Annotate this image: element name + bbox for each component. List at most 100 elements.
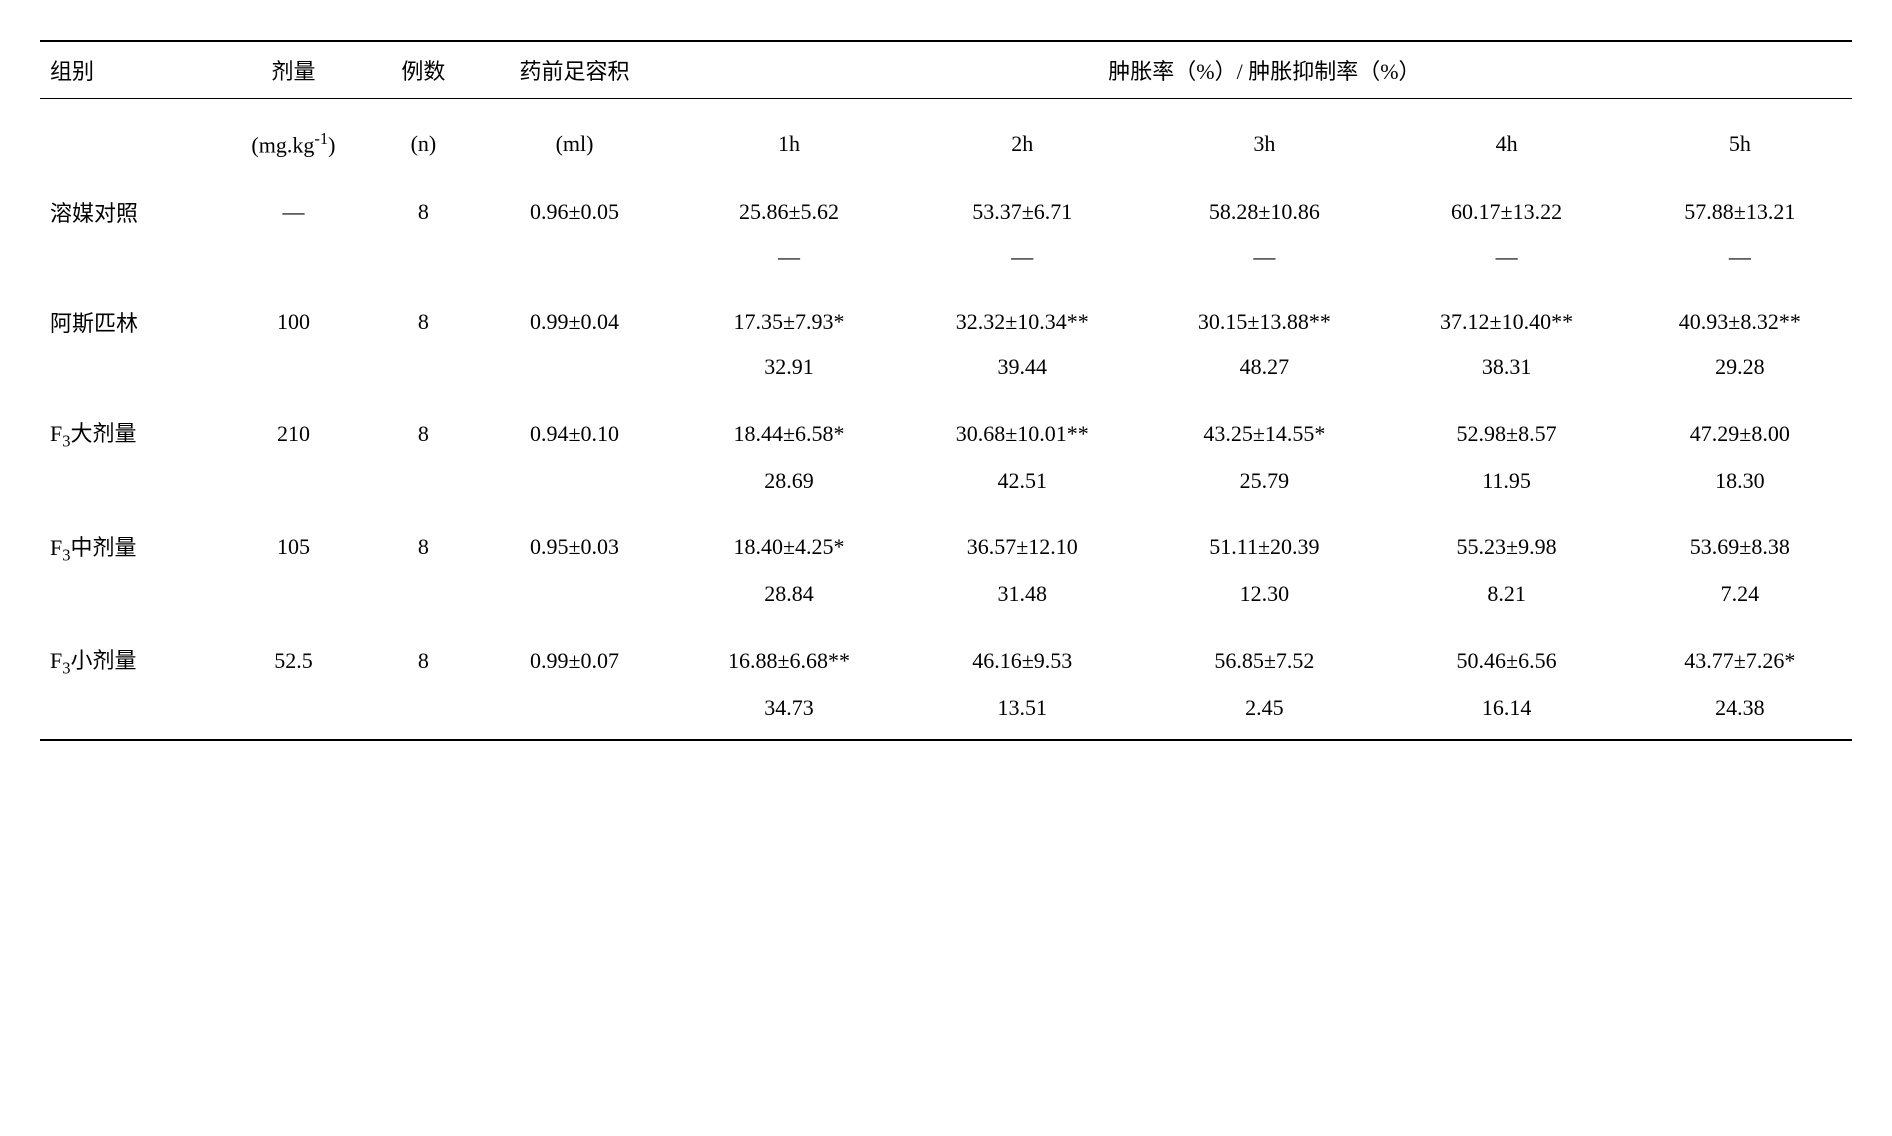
cell-t2: 32.32±10.34**: [901, 288, 1143, 346]
cell-dose: —: [212, 178, 374, 236]
cell-empty: [375, 346, 472, 398]
units-prevol: (ml): [472, 99, 677, 179]
table-row-inhibition: 28.6942.5125.7911.9518.30: [40, 460, 1852, 512]
table-row-inhibition: 28.8431.4812.308.217.24: [40, 573, 1852, 625]
units-t2: 2h: [901, 99, 1143, 179]
cell-empty: [472, 236, 677, 288]
units-group: [40, 99, 212, 179]
cell-t1: 17.35±7.93*: [677, 288, 901, 346]
units-t5: 5h: [1628, 99, 1852, 179]
cell-t3: 58.28±10.86: [1143, 178, 1385, 236]
cell-t4: 37.12±10.40**: [1385, 288, 1627, 346]
cell-i2: 31.48: [901, 573, 1143, 625]
cell-i3: —: [1143, 236, 1385, 288]
cell-prevol: 0.96±0.05: [472, 178, 677, 236]
cell-empty: [40, 573, 212, 625]
table-body: (mg.kg-1) (n) (ml) 1h 2h 3h 4h 5h 溶媒对照—8…: [40, 99, 1852, 740]
units-t3: 3h: [1143, 99, 1385, 179]
cell-n: 8: [375, 625, 472, 686]
cell-t4: 60.17±13.22: [1385, 178, 1627, 236]
cell-empty: [472, 573, 677, 625]
cell-t1: 18.40±4.25*: [677, 512, 901, 573]
cell-t5: 57.88±13.21: [1628, 178, 1852, 236]
table-row-inhibition: —————: [40, 236, 1852, 288]
cell-i3: 25.79: [1143, 460, 1385, 512]
cell-prevol: 0.99±0.07: [472, 625, 677, 686]
cell-t3: 43.25±14.55*: [1143, 398, 1385, 459]
cell-i2: 42.51: [901, 460, 1143, 512]
group-name: 溶媒对照: [40, 178, 212, 236]
cell-dose: 210: [212, 398, 374, 459]
col-n: 例数: [375, 41, 472, 99]
cell-t1: 16.88±6.68**: [677, 625, 901, 686]
cell-i1: 32.91: [677, 346, 901, 398]
cell-empty: [40, 236, 212, 288]
header-row: 组别 剂量 例数 药前足容积 肿胀率（%）/ 肿胀抑制率（%）: [40, 41, 1852, 99]
cell-t4: 55.23±9.98: [1385, 512, 1627, 573]
table-row: F3中剂量10580.95±0.0318.40±4.25*36.57±12.10…: [40, 512, 1852, 573]
cell-n: 8: [375, 178, 472, 236]
cell-dose: 100: [212, 288, 374, 346]
cell-t2: 30.68±10.01**: [901, 398, 1143, 459]
group-name: F3大剂量: [40, 398, 212, 459]
cell-empty: [212, 687, 374, 740]
cell-t1: 18.44±6.58*: [677, 398, 901, 459]
col-group: 组别: [40, 41, 212, 99]
cell-t3: 56.85±7.52: [1143, 625, 1385, 686]
cell-t3: 51.11±20.39: [1143, 512, 1385, 573]
cell-n: 8: [375, 512, 472, 573]
cell-dose: 105: [212, 512, 374, 573]
col-dose: 剂量: [212, 41, 374, 99]
cell-empty: [472, 460, 677, 512]
cell-n: 8: [375, 398, 472, 459]
cell-i1: 34.73: [677, 687, 901, 740]
cell-i1: 28.84: [677, 573, 901, 625]
cell-i4: —: [1385, 236, 1627, 288]
cell-t5: 47.29±8.00: [1628, 398, 1852, 459]
units-row: (mg.kg-1) (n) (ml) 1h 2h 3h 4h 5h: [40, 99, 1852, 179]
table-row: F3大剂量21080.94±0.1018.44±6.58*30.68±10.01…: [40, 398, 1852, 459]
cell-prevol: 0.95±0.03: [472, 512, 677, 573]
cell-i2: 39.44: [901, 346, 1143, 398]
units-dose: (mg.kg-1): [212, 99, 374, 179]
table-row: 溶媒对照—80.96±0.0525.86±5.6253.37±6.7158.28…: [40, 178, 1852, 236]
cell-t4: 52.98±8.57: [1385, 398, 1627, 459]
group-name: F3小剂量: [40, 625, 212, 686]
col-swelling: 肿胀率（%）/ 肿胀抑制率（%）: [677, 41, 1852, 99]
cell-i2: 13.51: [901, 687, 1143, 740]
cell-empty: [40, 687, 212, 740]
cell-t1: 25.86±5.62: [677, 178, 901, 236]
units-n: (n): [375, 99, 472, 179]
cell-t2: 53.37±6.71: [901, 178, 1143, 236]
cell-i3: 48.27: [1143, 346, 1385, 398]
cell-empty: [472, 687, 677, 740]
group-name: 阿斯匹林: [40, 288, 212, 346]
cell-i1: 28.69: [677, 460, 901, 512]
cell-i3: 12.30: [1143, 573, 1385, 625]
cell-empty: [40, 346, 212, 398]
units-t1: 1h: [677, 99, 901, 179]
cell-empty: [212, 573, 374, 625]
cell-i5: 7.24: [1628, 573, 1852, 625]
cell-i4: 11.95: [1385, 460, 1627, 512]
cell-prevol: 0.94±0.10: [472, 398, 677, 459]
cell-t2: 36.57±12.10: [901, 512, 1143, 573]
cell-i4: 8.21: [1385, 573, 1627, 625]
cell-i5: —: [1628, 236, 1852, 288]
group-name: F3中剂量: [40, 512, 212, 573]
cell-i1: —: [677, 236, 901, 288]
cell-empty: [212, 236, 374, 288]
cell-t3: 30.15±13.88**: [1143, 288, 1385, 346]
units-t4: 4h: [1385, 99, 1627, 179]
table-row-inhibition: 34.7313.512.4516.1424.38: [40, 687, 1852, 740]
cell-empty: [375, 687, 472, 740]
cell-t4: 50.46±6.56: [1385, 625, 1627, 686]
cell-empty: [375, 573, 472, 625]
table-row: 阿斯匹林10080.99±0.0417.35±7.93*32.32±10.34*…: [40, 288, 1852, 346]
cell-t5: 53.69±8.38: [1628, 512, 1852, 573]
cell-i5: 18.30: [1628, 460, 1852, 512]
cell-dose: 52.5: [212, 625, 374, 686]
cell-empty: [375, 236, 472, 288]
cell-t5: 40.93±8.32**: [1628, 288, 1852, 346]
table-row-inhibition: 32.9139.4448.2738.3129.28: [40, 346, 1852, 398]
